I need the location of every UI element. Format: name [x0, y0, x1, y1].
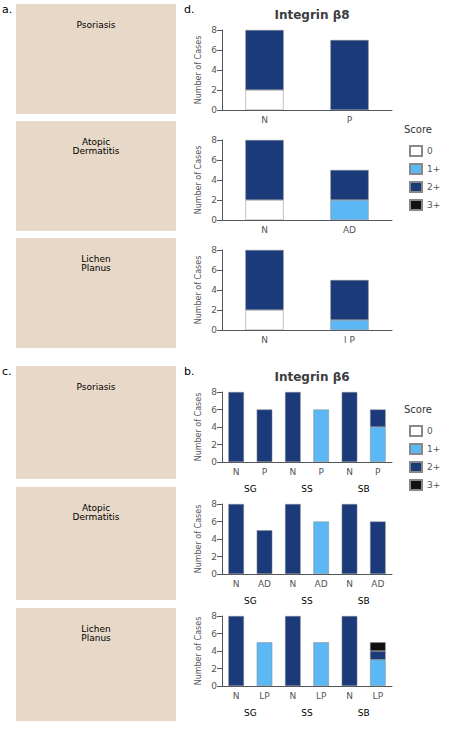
svg-text:Psoriasis: Psoriasis	[76, 382, 115, 392]
svg-text:AD: AD	[258, 579, 271, 589]
svg-text:Score: Score	[404, 404, 432, 415]
svg-text:Number of Cases: Number of Cases	[194, 36, 203, 105]
svg-text:N: N	[346, 691, 353, 701]
svg-text:N: N	[289, 691, 296, 701]
svg-text:N: N	[261, 225, 268, 235]
svg-text:AD: AD	[343, 225, 356, 235]
svg-text:P: P	[262, 467, 268, 477]
svg-text:N: N	[233, 579, 240, 589]
svg-text:Dermatitis: Dermatitis	[72, 512, 119, 522]
svg-text:Integrin β8: Integrin β8	[274, 8, 349, 22]
svg-text:1+: 1+	[427, 444, 440, 454]
svg-text:SB: SB	[358, 596, 370, 606]
svg-text:2: 2	[211, 664, 217, 674]
svg-text:N: N	[346, 467, 353, 477]
svg-text:l P: l P	[344, 335, 355, 345]
svg-text:4: 4	[211, 422, 217, 432]
svg-text:2: 2	[211, 440, 217, 450]
svg-text:4: 4	[211, 534, 217, 544]
svg-text:Score: Score	[404, 124, 432, 135]
svg-text:3+: 3+	[427, 480, 440, 490]
svg-text:SG: SG	[244, 484, 257, 494]
svg-text:0: 0	[211, 325, 217, 335]
svg-text:P: P	[318, 467, 324, 477]
svg-text:N: N	[233, 691, 240, 701]
svg-text:N: N	[289, 467, 296, 477]
svg-text:c.: c.	[2, 365, 12, 378]
svg-text:Lichen: Lichen	[81, 624, 111, 635]
svg-text:P: P	[347, 115, 353, 125]
svg-text:2+: 2+	[427, 182, 440, 192]
svg-text:SS: SS	[301, 596, 313, 606]
svg-text:Psoriasis: Psoriasis	[76, 20, 115, 30]
svg-text:b.: b.	[184, 365, 194, 378]
svg-text:0: 0	[211, 105, 217, 115]
svg-text:0: 0	[211, 569, 217, 579]
svg-text:Atopic: Atopic	[81, 137, 111, 147]
svg-text:LP: LP	[259, 691, 270, 701]
svg-text:0: 0	[211, 215, 217, 225]
svg-text:0: 0	[427, 146, 433, 156]
svg-text:Number of Cases: Number of Cases	[194, 617, 203, 686]
svg-text:Number of Cases: Number of Cases	[194, 256, 203, 325]
svg-text:LP: LP	[373, 691, 384, 701]
svg-text:3+: 3+	[427, 200, 440, 210]
svg-text:a.: a.	[2, 3, 12, 16]
svg-text:8: 8	[211, 25, 217, 35]
svg-text:SS: SS	[301, 484, 313, 494]
svg-text:8: 8	[211, 499, 217, 509]
svg-text:LP: LP	[316, 691, 327, 701]
svg-text:6: 6	[211, 45, 217, 55]
svg-text:6: 6	[211, 517, 217, 527]
svg-text:Integrin β6: Integrin β6	[274, 370, 349, 384]
svg-text:8: 8	[211, 135, 217, 145]
svg-text:4: 4	[211, 65, 217, 75]
svg-text:SG: SG	[244, 708, 257, 718]
svg-text:N: N	[261, 335, 268, 345]
svg-text:4: 4	[211, 646, 217, 656]
svg-text:0: 0	[427, 426, 433, 436]
svg-text:0: 0	[211, 681, 217, 691]
svg-text:Atopic: Atopic	[81, 503, 111, 514]
svg-text:6: 6	[211, 405, 217, 415]
svg-text:SB: SB	[358, 484, 370, 494]
svg-text:Number of Cases: Number of Cases	[194, 146, 203, 215]
svg-text:8: 8	[211, 387, 217, 397]
svg-text:Lichen: Lichen	[81, 254, 111, 264]
svg-text:P: P	[375, 467, 381, 477]
svg-text:Planus: Planus	[81, 633, 111, 643]
svg-text:6: 6	[211, 265, 217, 275]
svg-text:6: 6	[211, 629, 217, 639]
svg-text:N: N	[289, 579, 296, 589]
svg-text:6: 6	[211, 155, 217, 165]
svg-text:4: 4	[211, 175, 217, 185]
svg-text:1+: 1+	[427, 164, 440, 174]
svg-text:AD: AD	[371, 579, 384, 589]
svg-text:0: 0	[211, 457, 217, 467]
svg-text:Planus: Planus	[81, 263, 111, 273]
svg-text:AD: AD	[315, 579, 328, 589]
svg-text:4: 4	[211, 285, 217, 295]
svg-text:Number of Cases: Number of Cases	[194, 505, 203, 574]
svg-text:N: N	[233, 467, 240, 477]
svg-text:SB: SB	[358, 708, 370, 718]
svg-text:N: N	[261, 115, 268, 125]
svg-text:N: N	[346, 579, 353, 589]
svg-text:8: 8	[211, 245, 217, 255]
svg-text:2: 2	[211, 195, 217, 205]
svg-text:SS: SS	[301, 708, 313, 718]
svg-text:Number of Cases: Number of Cases	[194, 393, 203, 462]
svg-text:2: 2	[211, 85, 217, 95]
svg-text:8: 8	[211, 611, 217, 621]
svg-text:2: 2	[211, 552, 217, 562]
svg-text:2+: 2+	[427, 462, 440, 472]
svg-text:d.: d.	[184, 3, 194, 16]
svg-text:Dermatitis: Dermatitis	[72, 146, 119, 156]
svg-text:2: 2	[211, 305, 217, 315]
svg-text:SG: SG	[244, 596, 257, 606]
